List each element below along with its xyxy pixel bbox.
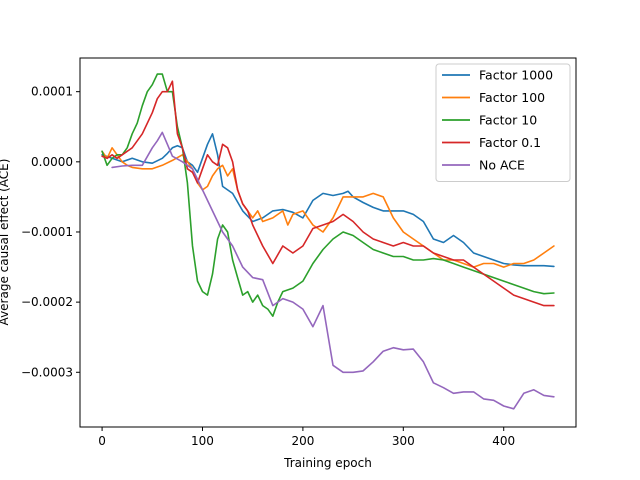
y-tick-label: −0.0003 [21,365,73,379]
legend-label: Factor 1000 [479,68,553,83]
y-tick-label: 0.0001 [31,85,73,99]
x-tick-label: 300 [392,434,415,448]
legend-box [435,63,571,182]
y-tick-label: −0.0002 [21,295,73,309]
legend-label: Factor 100 [479,90,545,105]
y-tick-label: −0.0001 [21,225,73,239]
series-layer [101,73,555,410]
x-tick-label: 0 [98,434,106,448]
legend-label: Factor 10 [479,113,537,128]
x-axis: 0 100 200 300 400 [98,427,515,448]
x-tick-label: 200 [291,434,314,448]
series-line-no-ace [111,131,555,410]
x-axis-label: Training epoch [283,456,372,470]
series-line-factor-10 [101,73,555,318]
series-line-factor-1000 [101,133,555,268]
legend: Factor 1000 Factor 100 Factor 10 Factor 0.1… [435,63,571,182]
series-line-factor-100 [101,147,555,268]
legend-label: No ACE [479,158,525,173]
y-tick-label: 0.0000 [31,155,73,169]
plot-frame [79,57,577,428]
series-line-factor-0-1 [101,80,555,307]
legend-label: Factor 0.1 [479,135,541,150]
x-tick-label: 100 [191,434,214,448]
y-axis: 0.0001 0.0000 −0.0001 −0.0002 −0.0003 [21,85,80,379]
x-tick-label: 400 [492,434,515,448]
y-axis-label: Average causal effect (ACE) [0,159,11,326]
